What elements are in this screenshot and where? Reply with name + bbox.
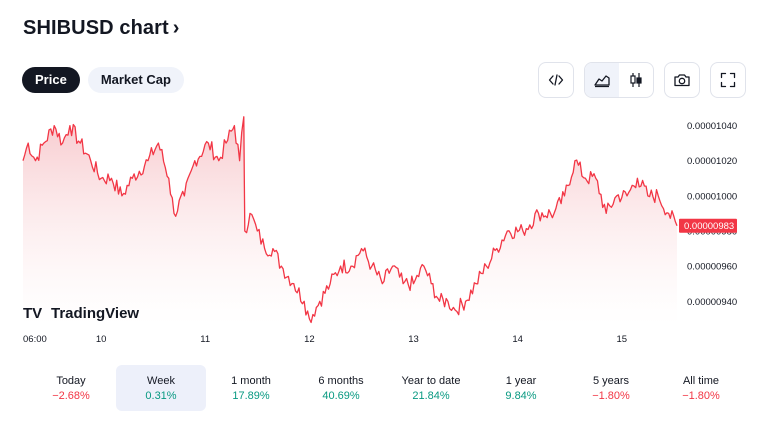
tradingview-mark-icon: TV <box>23 305 42 322</box>
x-tick-label: 12 <box>304 334 315 345</box>
last-price-badge <box>679 218 737 233</box>
tab-price[interactable]: Price <box>22 67 80 93</box>
area-chart-icon <box>594 75 610 88</box>
y-tick-label: 0.00001000 <box>687 191 737 202</box>
period-label: Today <box>56 374 86 387</box>
y-axis: 0.000010400.000010200.000010000.00000980… <box>687 121 737 308</box>
period-label: Week <box>147 374 175 387</box>
tab-market-cap[interactable]: Market Cap <box>87 67 184 93</box>
period-change: 40.69% <box>322 389 360 402</box>
period-change: −1.80% <box>682 389 720 402</box>
camera-icon <box>674 74 690 87</box>
y-tick-label: 0.00001020 <box>687 156 737 167</box>
period-year-to-date[interactable]: Year to date 21.84% <box>386 365 476 411</box>
embed-code-button[interactable] <box>538 62 574 98</box>
x-tick-label: 13 <box>408 334 419 345</box>
period-change: −2.68% <box>52 389 90 402</box>
chart-title-text: SHIBUSD chart <box>23 17 169 39</box>
x-tick-label: 14 <box>512 334 523 345</box>
period-label: 1 year <box>505 374 537 387</box>
y-tick-label: 0.00000940 <box>687 297 737 308</box>
period-label: All time <box>682 374 720 387</box>
period-all-time[interactable]: All time −1.80% <box>656 365 746 411</box>
period-label: 5 years <box>592 374 630 387</box>
tradingview-logo: TV TradingView <box>23 305 139 322</box>
period-today[interactable]: Today −2.68% <box>26 365 116 411</box>
period-label: Year to date <box>401 374 461 387</box>
price-line <box>22 116 678 324</box>
last-price-marker: 0.00000983 <box>679 218 737 233</box>
last-price-label: 0.00000983 <box>684 221 734 232</box>
candlestick-icon <box>630 73 642 87</box>
x-tick-label: 06:00 <box>23 334 47 345</box>
chart-toolbar <box>538 62 746 98</box>
period-change: 21.84% <box>412 389 450 402</box>
period-label: 1 month <box>231 374 271 387</box>
fullscreen-icon <box>720 72 736 88</box>
chart-style-switcher <box>584 62 654 98</box>
period-change: 17.89% <box>232 389 270 402</box>
fullscreen-button[interactable] <box>710 62 746 98</box>
period-change: 0.31% <box>145 389 177 402</box>
performance-periods: Today −2.68% Week 0.31% 1 month 17.89% 6… <box>26 365 746 411</box>
candlestick-button[interactable] <box>619 63 653 97</box>
page-title[interactable]: SHIBUSD chart › <box>23 17 180 40</box>
price-chart[interactable]: 0.000010400.000010200.000010000.00000980… <box>0 108 768 358</box>
period-label: 6 months <box>318 374 364 387</box>
period-1-month[interactable]: 1 month 17.89% <box>206 365 296 411</box>
period-6-months[interactable]: 6 months 40.69% <box>296 365 386 411</box>
area-chart-button[interactable] <box>585 63 619 97</box>
period-change: 9.84% <box>505 389 537 402</box>
chart-tabs: Price Market Cap <box>22 67 184 93</box>
y-tick-label: 0.00000960 <box>687 262 737 273</box>
tradingview-logo-text: TradingView <box>51 305 139 322</box>
period-week[interactable]: Week 0.31% <box>116 365 206 411</box>
y-tick-label: 0.00001040 <box>687 121 737 132</box>
x-tick-label: 10 <box>96 334 107 345</box>
x-axis: 06:00 10 11 12 13 14 15 <box>23 334 627 345</box>
x-tick-label: 11 <box>200 334 210 345</box>
x-tick-label: 15 <box>617 334 628 345</box>
period-change: −1.80% <box>592 389 630 402</box>
screenshot-button[interactable] <box>664 62 700 98</box>
chevron-right-icon: › <box>172 17 180 39</box>
period-1-year[interactable]: 1 year 9.84% <box>476 365 566 411</box>
period-5-years[interactable]: 5 years −1.80% <box>566 365 656 411</box>
embed-code-icon <box>548 74 564 86</box>
price-area-fill <box>23 116 677 325</box>
